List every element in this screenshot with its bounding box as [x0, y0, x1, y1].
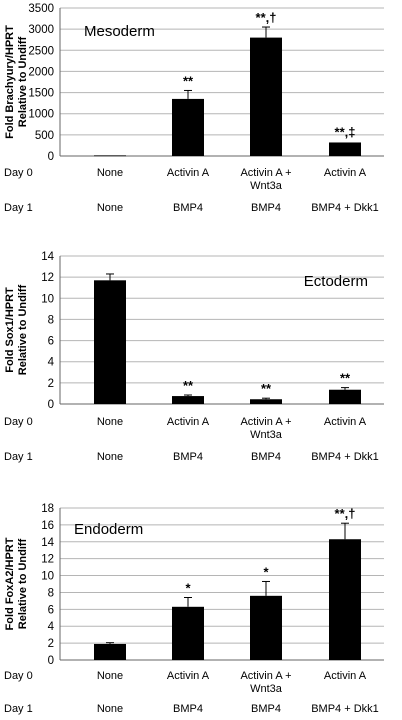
x-tick-label-day0: Activin A [167, 670, 210, 682]
y-tick-label: 14 [41, 251, 54, 263]
significance-label: ** [340, 371, 351, 386]
y-tick-label: 0 [48, 655, 54, 667]
y-tick-label: 6 [48, 336, 54, 348]
significance-label: ** [261, 381, 272, 396]
bar [329, 539, 361, 660]
y-axis-label-line: Fold Brachyury/HPRT [4, 25, 16, 139]
y-tick-label: 8 [48, 587, 54, 599]
day0-row-label: Day 0 [4, 167, 33, 179]
significance-label: * [185, 581, 191, 596]
x-tick-label-day1: BMP4 + Dkk1 [311, 451, 379, 463]
chart-title: Endoderm [74, 521, 143, 538]
x-tick-label-day1: BMP4 + Dkk1 [311, 202, 379, 214]
x-tick-label-day0: None [97, 670, 123, 682]
x-tick-label-day0: Wnt3a [250, 429, 283, 441]
y-axis-label-line: Relative to Undiff [17, 538, 29, 629]
significance-label: **,† [335, 506, 356, 521]
y-tick-label: 10 [41, 571, 54, 583]
y-axis-label-line: Relative to Undiff [17, 36, 29, 127]
y-tick-label: 0 [48, 399, 54, 411]
bar [250, 399, 282, 404]
x-tick-label-day0: Activin A + [240, 416, 291, 428]
x-tick-label-day0: Wnt3a [250, 180, 283, 192]
significance-label: **,‡ [335, 124, 356, 139]
x-tick-label-day0: Wnt3a [250, 683, 283, 695]
bar [250, 37, 282, 156]
significance-label: **,† [256, 10, 277, 25]
significance-label: * [263, 564, 269, 579]
chart-title: Mesoderm [84, 23, 155, 40]
y-tick-label: 2 [48, 378, 54, 390]
y-tick-label: 2000 [28, 66, 54, 78]
x-tick-label-day0: Activin A [167, 416, 210, 428]
significance-label: ** [183, 73, 194, 88]
x-tick-label-day1: None [97, 703, 123, 715]
x-tick-label-day1: None [97, 451, 123, 463]
bar [250, 595, 282, 660]
bar [329, 142, 361, 156]
x-tick-label-day0: Activin A [167, 167, 210, 179]
day1-row-label: Day 1 [4, 202, 33, 214]
bar [94, 280, 126, 404]
x-tick-label-day1: BMP4 + Dkk1 [311, 703, 379, 715]
day1-row-label: Day 1 [4, 451, 33, 463]
y-tick-label: 10 [41, 293, 54, 305]
y-axis-label-line: Relative to Undiff [17, 284, 29, 375]
x-tick-label-day1: BMP4 [251, 451, 281, 463]
y-tick-label: 4 [48, 357, 55, 369]
y-tick-label: 12 [41, 272, 54, 284]
y-axis-label: Fold FoxA2/HPRTRelative to Undiff [4, 537, 29, 630]
significance-label: ** [183, 378, 194, 393]
day0-row-label: Day 0 [4, 670, 33, 682]
x-tick-label-day1: BMP4 [251, 202, 281, 214]
x-tick-label-day0: Activin A [324, 670, 367, 682]
bar [329, 389, 361, 404]
y-tick-label: 18 [41, 503, 54, 515]
x-tick-label-day0: Activin A + [240, 670, 291, 682]
y-tick-label: 3000 [28, 24, 54, 36]
y-tick-label: 6 [48, 604, 54, 616]
x-tick-label-day1: BMP4 [173, 202, 203, 214]
y-tick-label: 12 [41, 554, 54, 566]
y-tick-label: 2500 [28, 45, 54, 57]
y-tick-label: 8 [48, 314, 54, 326]
y-tick-label: 1000 [28, 109, 54, 121]
x-tick-label-day0: Activin A [324, 416, 367, 428]
x-tick-label-day1: None [97, 202, 123, 214]
y-tick-label: 2 [48, 638, 54, 650]
y-tick-label: 1500 [28, 88, 54, 100]
bar [172, 396, 204, 404]
chart-title: Ectoderm [304, 273, 368, 290]
x-tick-label-day1: BMP4 [173, 451, 203, 463]
bar [172, 606, 204, 660]
y-tick-label: 4 [48, 621, 55, 633]
day0-row-label: Day 0 [4, 416, 33, 428]
y-tick-label: 16 [41, 520, 54, 532]
bar [94, 643, 126, 660]
x-tick-label-day1: BMP4 [251, 703, 281, 715]
y-axis-label-line: Fold Sox1/HPRT [4, 287, 16, 373]
y-axis-label: Fold Brachyury/HPRTRelative to Undiff [4, 25, 29, 139]
x-tick-label-day0: Activin A [324, 167, 367, 179]
bar [172, 98, 204, 156]
y-tick-label: 500 [35, 130, 54, 142]
y-axis-label-line: Fold FoxA2/HPRT [4, 537, 16, 630]
bar [94, 155, 126, 157]
day1-row-label: Day 1 [4, 703, 33, 715]
x-tick-label-day0: None [97, 167, 123, 179]
y-axis-label: Fold Sox1/HPRTRelative to Undiff [4, 284, 29, 375]
x-tick-label-day0: Activin A + [240, 167, 291, 179]
x-tick-label-day1: BMP4 [173, 703, 203, 715]
y-tick-label: 3500 [28, 3, 54, 15]
y-tick-label: 0 [48, 151, 54, 163]
y-tick-label: 14 [41, 537, 54, 549]
x-tick-label-day0: None [97, 416, 123, 428]
